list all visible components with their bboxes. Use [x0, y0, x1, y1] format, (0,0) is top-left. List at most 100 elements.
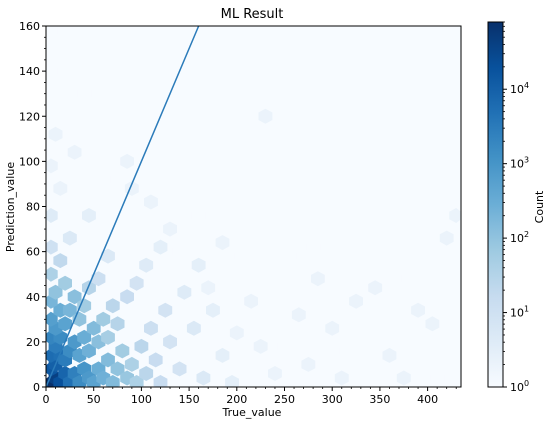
- y-tick-label: 140: [19, 65, 40, 78]
- hexbin-cell: [325, 320, 340, 336]
- hexbin-cell: [148, 352, 163, 368]
- y-tick-label: 120: [19, 110, 40, 123]
- hexbin-cell: [439, 230, 454, 246]
- hexbin-cell: [58, 316, 72, 332]
- hexbin-cell: [449, 208, 461, 223]
- hexbin-cell: [139, 257, 154, 273]
- y-tick-label: 160: [19, 20, 40, 33]
- hexbin-cell: [349, 293, 363, 309]
- hexbin-cell: [244, 293, 258, 309]
- hexbin-cell: [163, 221, 177, 237]
- hexbin-cell: [449, 298, 461, 314]
- hexbin-cell: [396, 370, 411, 386]
- hexbin-cell: [129, 275, 144, 291]
- hexbin-cell: [134, 338, 149, 354]
- colorbar-tick-label: 101: [510, 305, 529, 320]
- hexbin-cell: [229, 325, 244, 341]
- hexbin-cell: [411, 302, 425, 318]
- colorbar-tick-label: 100: [510, 379, 529, 394]
- hexbin-cell: [53, 253, 68, 269]
- hexbin-cell: [96, 311, 111, 327]
- hexbin-cell: [67, 289, 82, 305]
- hexbin-cell: [67, 144, 82, 160]
- hexbin-cell: [110, 361, 125, 377]
- hexbin-cell: [215, 235, 230, 251]
- hexbin-cell: [82, 280, 96, 296]
- hexbin-cells: [46, 26, 461, 387]
- hexbin-cell: [77, 298, 92, 314]
- y-tick-label: 40: [26, 291, 40, 304]
- hexbin-cell: [234, 248, 249, 264]
- hexbin-cell: [153, 239, 168, 255]
- reference-line: [45, 25, 200, 388]
- hexbin-cell: [48, 284, 63, 300]
- hexbin-cell: [306, 239, 321, 255]
- hexbin-cell: [144, 194, 158, 210]
- hexbin-cell: [277, 338, 292, 354]
- hexbin-cell: [186, 320, 201, 336]
- hexbin-cell: [387, 271, 402, 287]
- hexbin-cell: [291, 307, 306, 323]
- hexbin-cell: [91, 271, 106, 287]
- colorbar-tick-label: 102: [510, 230, 529, 245]
- hexbin-cell: [206, 302, 220, 318]
- x-tick-label: 150: [179, 393, 200, 406]
- x-tick-label: 400: [417, 393, 438, 406]
- hexbin-cell: [77, 86, 92, 102]
- hexbin-cell: [215, 347, 230, 363]
- hexbin-cell: [101, 352, 115, 368]
- hexbin-cell: [46, 63, 58, 79]
- hexbin-cell: [191, 257, 206, 273]
- hexbin-cell: [46, 239, 58, 255]
- hexbin-cell: [382, 347, 397, 363]
- hexbin-cell: [334, 370, 349, 386]
- hexbin-cell: [301, 356, 316, 372]
- hexbin-cell: [53, 180, 68, 196]
- hexbin-cell: [77, 329, 92, 345]
- y-tick-label: 20: [26, 336, 40, 349]
- hexbin-cell: [253, 338, 268, 354]
- y-tick-label: 0: [33, 381, 40, 394]
- hexbin-cell: [153, 375, 168, 387]
- hexbin-cell: [158, 302, 173, 318]
- y-axis-label: Prediction_value: [4, 162, 17, 252]
- hexbin-cell: [124, 356, 139, 372]
- x-tick-label: 200: [226, 393, 247, 406]
- hexbin-cell: [172, 244, 187, 260]
- hexbin-cell: [139, 366, 154, 381]
- hexbin-cell: [210, 375, 225, 387]
- x-axis-label: True_value: [222, 406, 282, 419]
- hexbin-cell: [311, 271, 325, 287]
- hexbin-cell: [82, 208, 96, 223]
- hexbin-cell: [425, 316, 440, 332]
- hexbin-cell: [163, 334, 177, 350]
- hexbin-cell: [368, 280, 383, 296]
- hexbin-cell: [225, 375, 239, 387]
- hexbin-cell: [172, 361, 187, 377]
- hexbin-cell: [46, 208, 58, 223]
- hexbin-cell: [129, 375, 144, 387]
- hexbin-cell: [191, 208, 206, 223]
- hexbin-cell: [105, 298, 120, 314]
- x-tick-label: 0: [43, 393, 50, 406]
- hexbin-cell: [339, 343, 354, 359]
- colorbar: 100 101 102 103 104 Count: [487, 21, 546, 394]
- hexbin-cell: [101, 248, 115, 264]
- hexbin-cell: [48, 126, 63, 142]
- hexbin-cell: [282, 248, 297, 264]
- x-tick-label: 50: [87, 393, 101, 406]
- x-tick-label: 300: [322, 393, 343, 406]
- hexbin-cell: [110, 171, 125, 187]
- hexbin-cell: [144, 320, 158, 336]
- hexbin-cell: [201, 280, 216, 296]
- hexbin-cell: [58, 275, 72, 291]
- hexbin-cell: [177, 284, 192, 300]
- hexbin-cell: [46, 158, 58, 174]
- hexbin-cell: [46, 311, 58, 327]
- colorbar-ticks: 100 101 102 103 104: [503, 21, 529, 394]
- hexbin-cell: [82, 343, 96, 359]
- colorbar-tick-label: 104: [510, 81, 529, 96]
- y-axis-ticks: 0 20 40 60 80 100 120 140 160: [19, 20, 46, 394]
- hexbin-cell: [105, 375, 120, 387]
